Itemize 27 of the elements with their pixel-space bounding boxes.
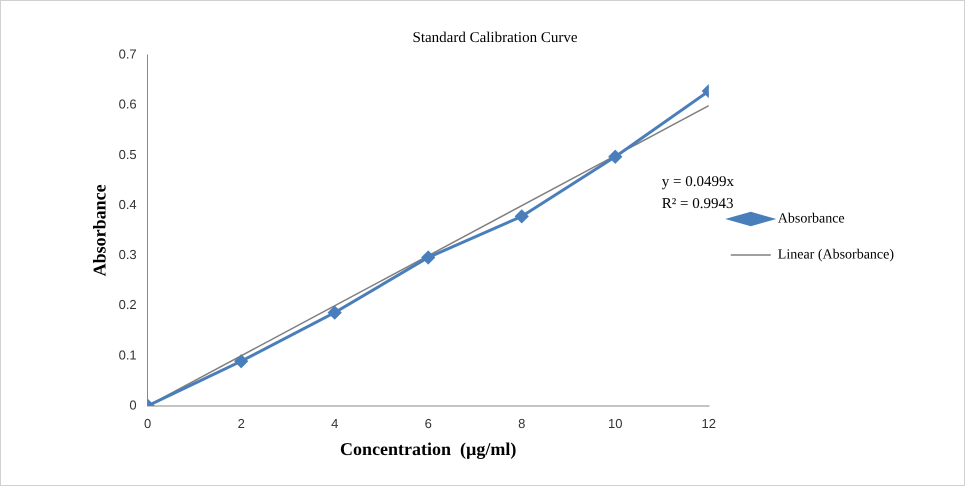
- y-axis-title: Absorbance: [89, 184, 110, 276]
- point: [422, 250, 435, 264]
- point: [328, 306, 342, 320]
- y-tick-label: 0.6: [118, 96, 137, 112]
- x-tick-label: 6: [424, 416, 432, 432]
- y-tick-label: 0.4: [118, 196, 137, 212]
- point: [234, 354, 248, 368]
- annotation: R² = 0.9943: [662, 196, 734, 212]
- y-tick-label: 0: [129, 397, 137, 412]
- x-tick-label: 4: [331, 416, 338, 432]
- y-tick-label: 0.7: [118, 46, 137, 62]
- y-tick-label: 0.5: [118, 146, 137, 162]
- x-tick-label: 8: [518, 416, 526, 432]
- x-tick-label: 0: [144, 416, 152, 432]
- x-tick-label: 10: [608, 416, 622, 432]
- y-tick-label: 0.1: [118, 347, 137, 362]
- x-tick-label: 12: [702, 416, 716, 432]
- annotation: y = 0.0499x: [662, 174, 734, 190]
- chart-title: Standard Calibration Curve: [412, 30, 578, 46]
- x-tick-label: 2: [238, 416, 245, 432]
- legend-label: Linear (Absorbance): [778, 248, 894, 263]
- x-axis-title: Concentration (µg/ml): [340, 438, 516, 459]
- legend-label: Absorbance: [778, 212, 845, 227]
- point: [515, 210, 528, 223]
- y-tick-label: 0.2: [118, 297, 137, 312]
- point: [608, 150, 622, 164]
- y-tick-label: 0.3: [118, 247, 137, 262]
